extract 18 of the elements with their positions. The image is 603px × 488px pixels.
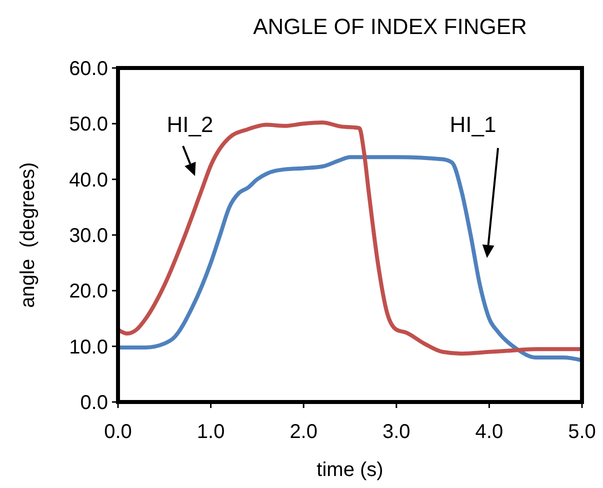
- y-tick-label: 50.0: [69, 114, 108, 136]
- x-tick-label: 2.0: [290, 421, 318, 443]
- x-tick-label: 0.0: [104, 421, 132, 443]
- y-tick-label: 40.0: [69, 169, 108, 192]
- x-tick-label: 3.0: [382, 421, 410, 443]
- annotation: HI_2: [166, 112, 214, 137]
- y-axis-title: angle (degrees): [17, 162, 39, 308]
- annotation: HI_1: [450, 112, 496, 137]
- x-axis-title: time (s): [316, 459, 384, 481]
- chart-title: ANGLE OF INDEX FINGER: [253, 14, 527, 39]
- y-tick-label: 30.0: [69, 225, 108, 247]
- y-tick-label: 20.0: [69, 280, 108, 303]
- x-tick-label: 1.0: [196, 421, 225, 443]
- x-tick-label: 5.0: [568, 421, 596, 443]
- y-tick-label: 10.0: [69, 336, 108, 358]
- y-tick-label: 60.0: [69, 58, 108, 80]
- y-tick-label: 0.0: [80, 392, 108, 414]
- x-tick-label: 4.0: [475, 421, 504, 443]
